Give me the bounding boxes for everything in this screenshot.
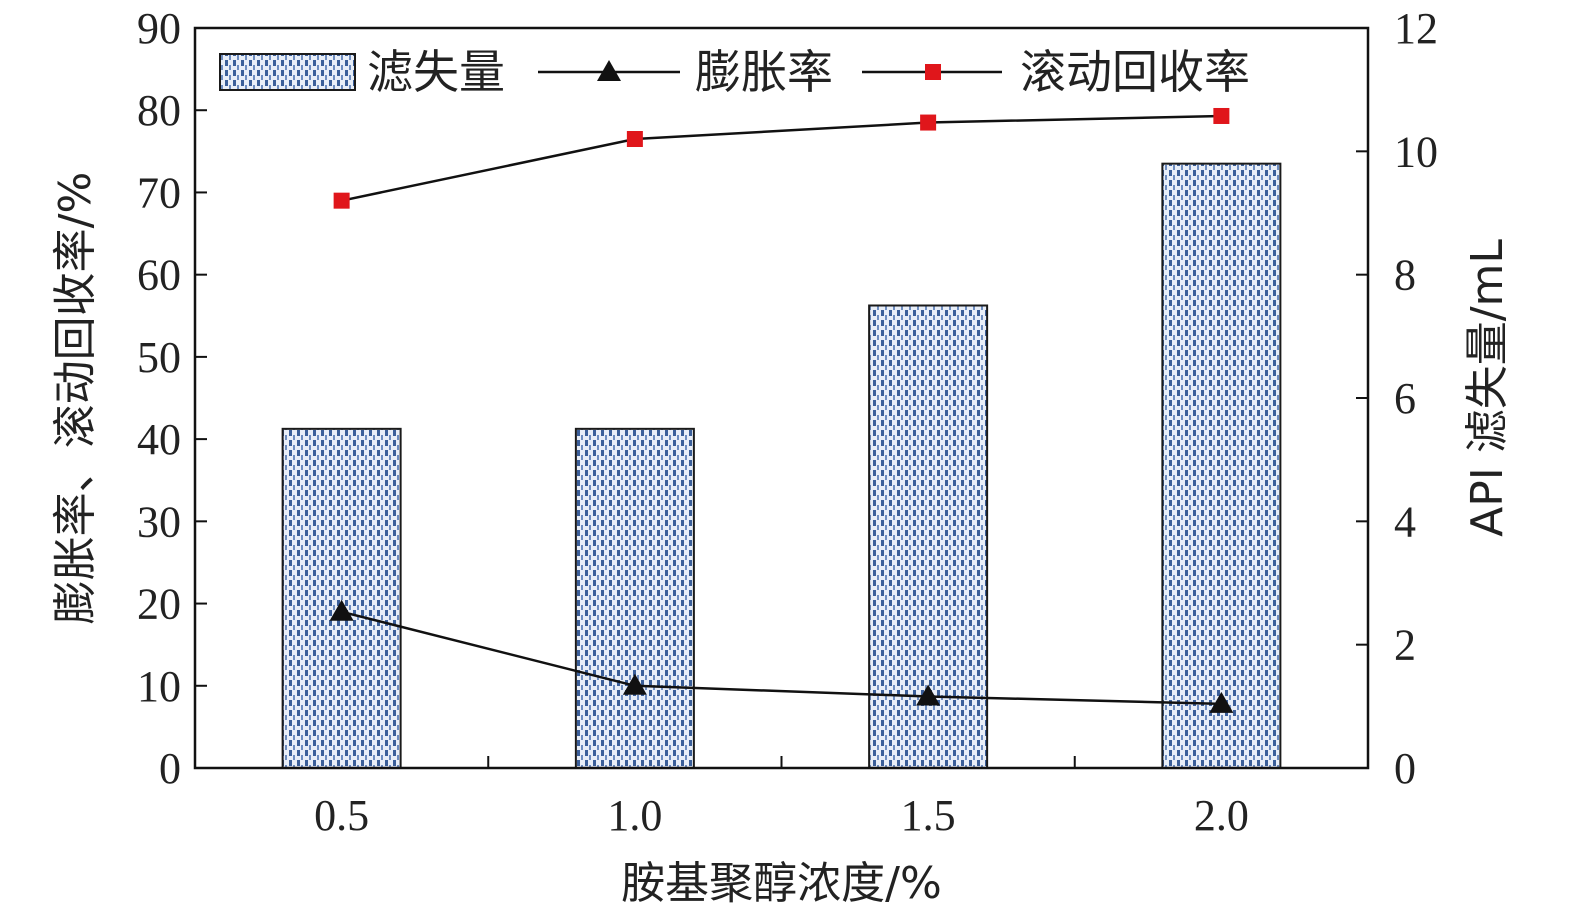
legend-label: 滚动回收率 xyxy=(1020,45,1250,99)
square-marker xyxy=(1213,107,1230,124)
y-left-tick-label: 20 xyxy=(137,580,181,629)
y-left-tick-label: 10 xyxy=(137,662,181,711)
bars-layer xyxy=(281,162,1282,769)
triangle-marker xyxy=(329,599,354,621)
y-left-tick-label: 90 xyxy=(137,4,181,53)
y-left-tick-label: 40 xyxy=(137,415,181,464)
triangle-marker xyxy=(622,673,647,695)
y-left-tick-label: 60 xyxy=(137,251,181,300)
bar xyxy=(1161,162,1282,769)
y-right-tick-label: 2 xyxy=(1394,621,1416,670)
x-axis-title: 胺基聚醇浓度/% xyxy=(621,858,942,909)
y-right-tick-label: 10 xyxy=(1394,127,1438,176)
triangle-marker xyxy=(916,684,941,706)
legend-label: 膨胀率 xyxy=(695,45,833,99)
legend-triangle-marker xyxy=(597,60,621,81)
y-left-tick-label: 50 xyxy=(137,333,181,382)
y-left-tick-label: 70 xyxy=(137,168,181,217)
y-right-tick-label: 0 xyxy=(1394,744,1416,793)
legend-label: 滤失量 xyxy=(367,45,505,99)
square-marker xyxy=(920,114,937,131)
y-right-tick-label: 4 xyxy=(1394,497,1416,546)
legend-bar-swatch xyxy=(219,53,356,91)
x-tick-label: 1.5 xyxy=(901,791,956,840)
x-tick-label: 1.0 xyxy=(607,791,662,840)
legend-square-marker xyxy=(925,64,941,80)
square-marker xyxy=(626,131,643,147)
x-tick-label: 2.0 xyxy=(1194,791,1249,840)
square-marker xyxy=(333,192,350,209)
y-axis-left-title: 膨胀率、滚动回收率/% xyxy=(50,172,101,625)
x-tick-label: 0.5 xyxy=(314,791,369,840)
y-right-tick-label: 8 xyxy=(1394,251,1416,300)
y-right-tick-label: 6 xyxy=(1394,374,1416,423)
lines-layer xyxy=(329,107,1234,713)
triangle-marker xyxy=(1209,691,1234,713)
y-left-tick-label: 0 xyxy=(159,744,181,793)
series-line xyxy=(341,114,1222,202)
series-line xyxy=(341,610,1222,706)
bar xyxy=(574,427,695,769)
y-axis-right-title: API 滤失量/mL xyxy=(1462,239,1513,537)
legend: 滤失量 膨胀率 滚动回收率 xyxy=(219,45,1250,99)
y-left-tick-label: 80 xyxy=(137,86,181,135)
y-left-tick-label: 30 xyxy=(137,497,181,546)
bar xyxy=(281,427,402,769)
ticks-layer: 0 10 20 30 40 50 60 70 80 90 0 2 4 6 8 10 12 0.5 1.0 1.5 2.0 xyxy=(137,4,1438,840)
y-right-tick-label: 12 xyxy=(1394,4,1438,53)
